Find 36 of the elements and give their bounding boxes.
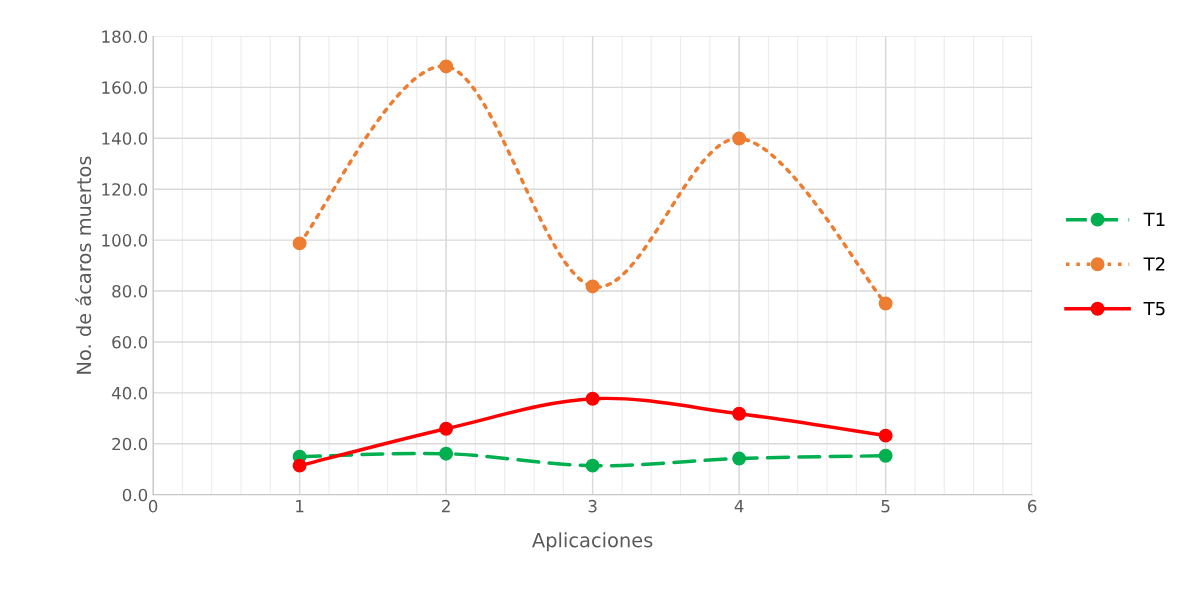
legend-label: T5 (1143, 301, 1165, 316)
y-tick-label: 180.0 (102, 30, 148, 43)
y-tick-label: 160.0 (102, 81, 148, 94)
x-tick-label: 1 (296, 500, 304, 513)
y-tick-label: 100.0 (102, 234, 148, 247)
x-tick-label: 6 (1028, 499, 1037, 513)
point (439, 446, 454, 461)
point (732, 451, 747, 466)
point (292, 458, 307, 473)
point (732, 131, 747, 146)
point (878, 448, 893, 463)
point (878, 428, 893, 443)
point (439, 59, 454, 74)
y-tick-label: 120.0 (102, 183, 148, 196)
point (585, 391, 600, 406)
y-tick-label: 40.0 (111, 386, 148, 400)
point (878, 296, 893, 311)
y-tick-label: 60.0 (112, 335, 148, 349)
y-tick-label: 80.0 (112, 284, 148, 298)
x-tick-label: 2 (442, 499, 450, 513)
point (292, 236, 307, 251)
point (585, 458, 600, 473)
legend-label: T2 (1143, 257, 1165, 271)
y-tick-label: 140.0 (102, 132, 148, 145)
point (439, 421, 454, 436)
x-tick-label: 4 (734, 500, 744, 513)
x-tick-label: 0 (148, 499, 158, 513)
x-tick-label: 3 (588, 499, 597, 513)
y-tick-label: 20.0 (112, 437, 148, 451)
point (732, 406, 747, 421)
x-axis-title: Aplicaciones (532, 532, 653, 552)
y-axis-title: No. de ácaros muertos (75, 156, 92, 374)
legend-label: T1 (1143, 212, 1165, 226)
point (585, 279, 600, 294)
y-tick-label: 0.0 (122, 488, 148, 502)
x-tick-label: 5 (881, 500, 890, 513)
